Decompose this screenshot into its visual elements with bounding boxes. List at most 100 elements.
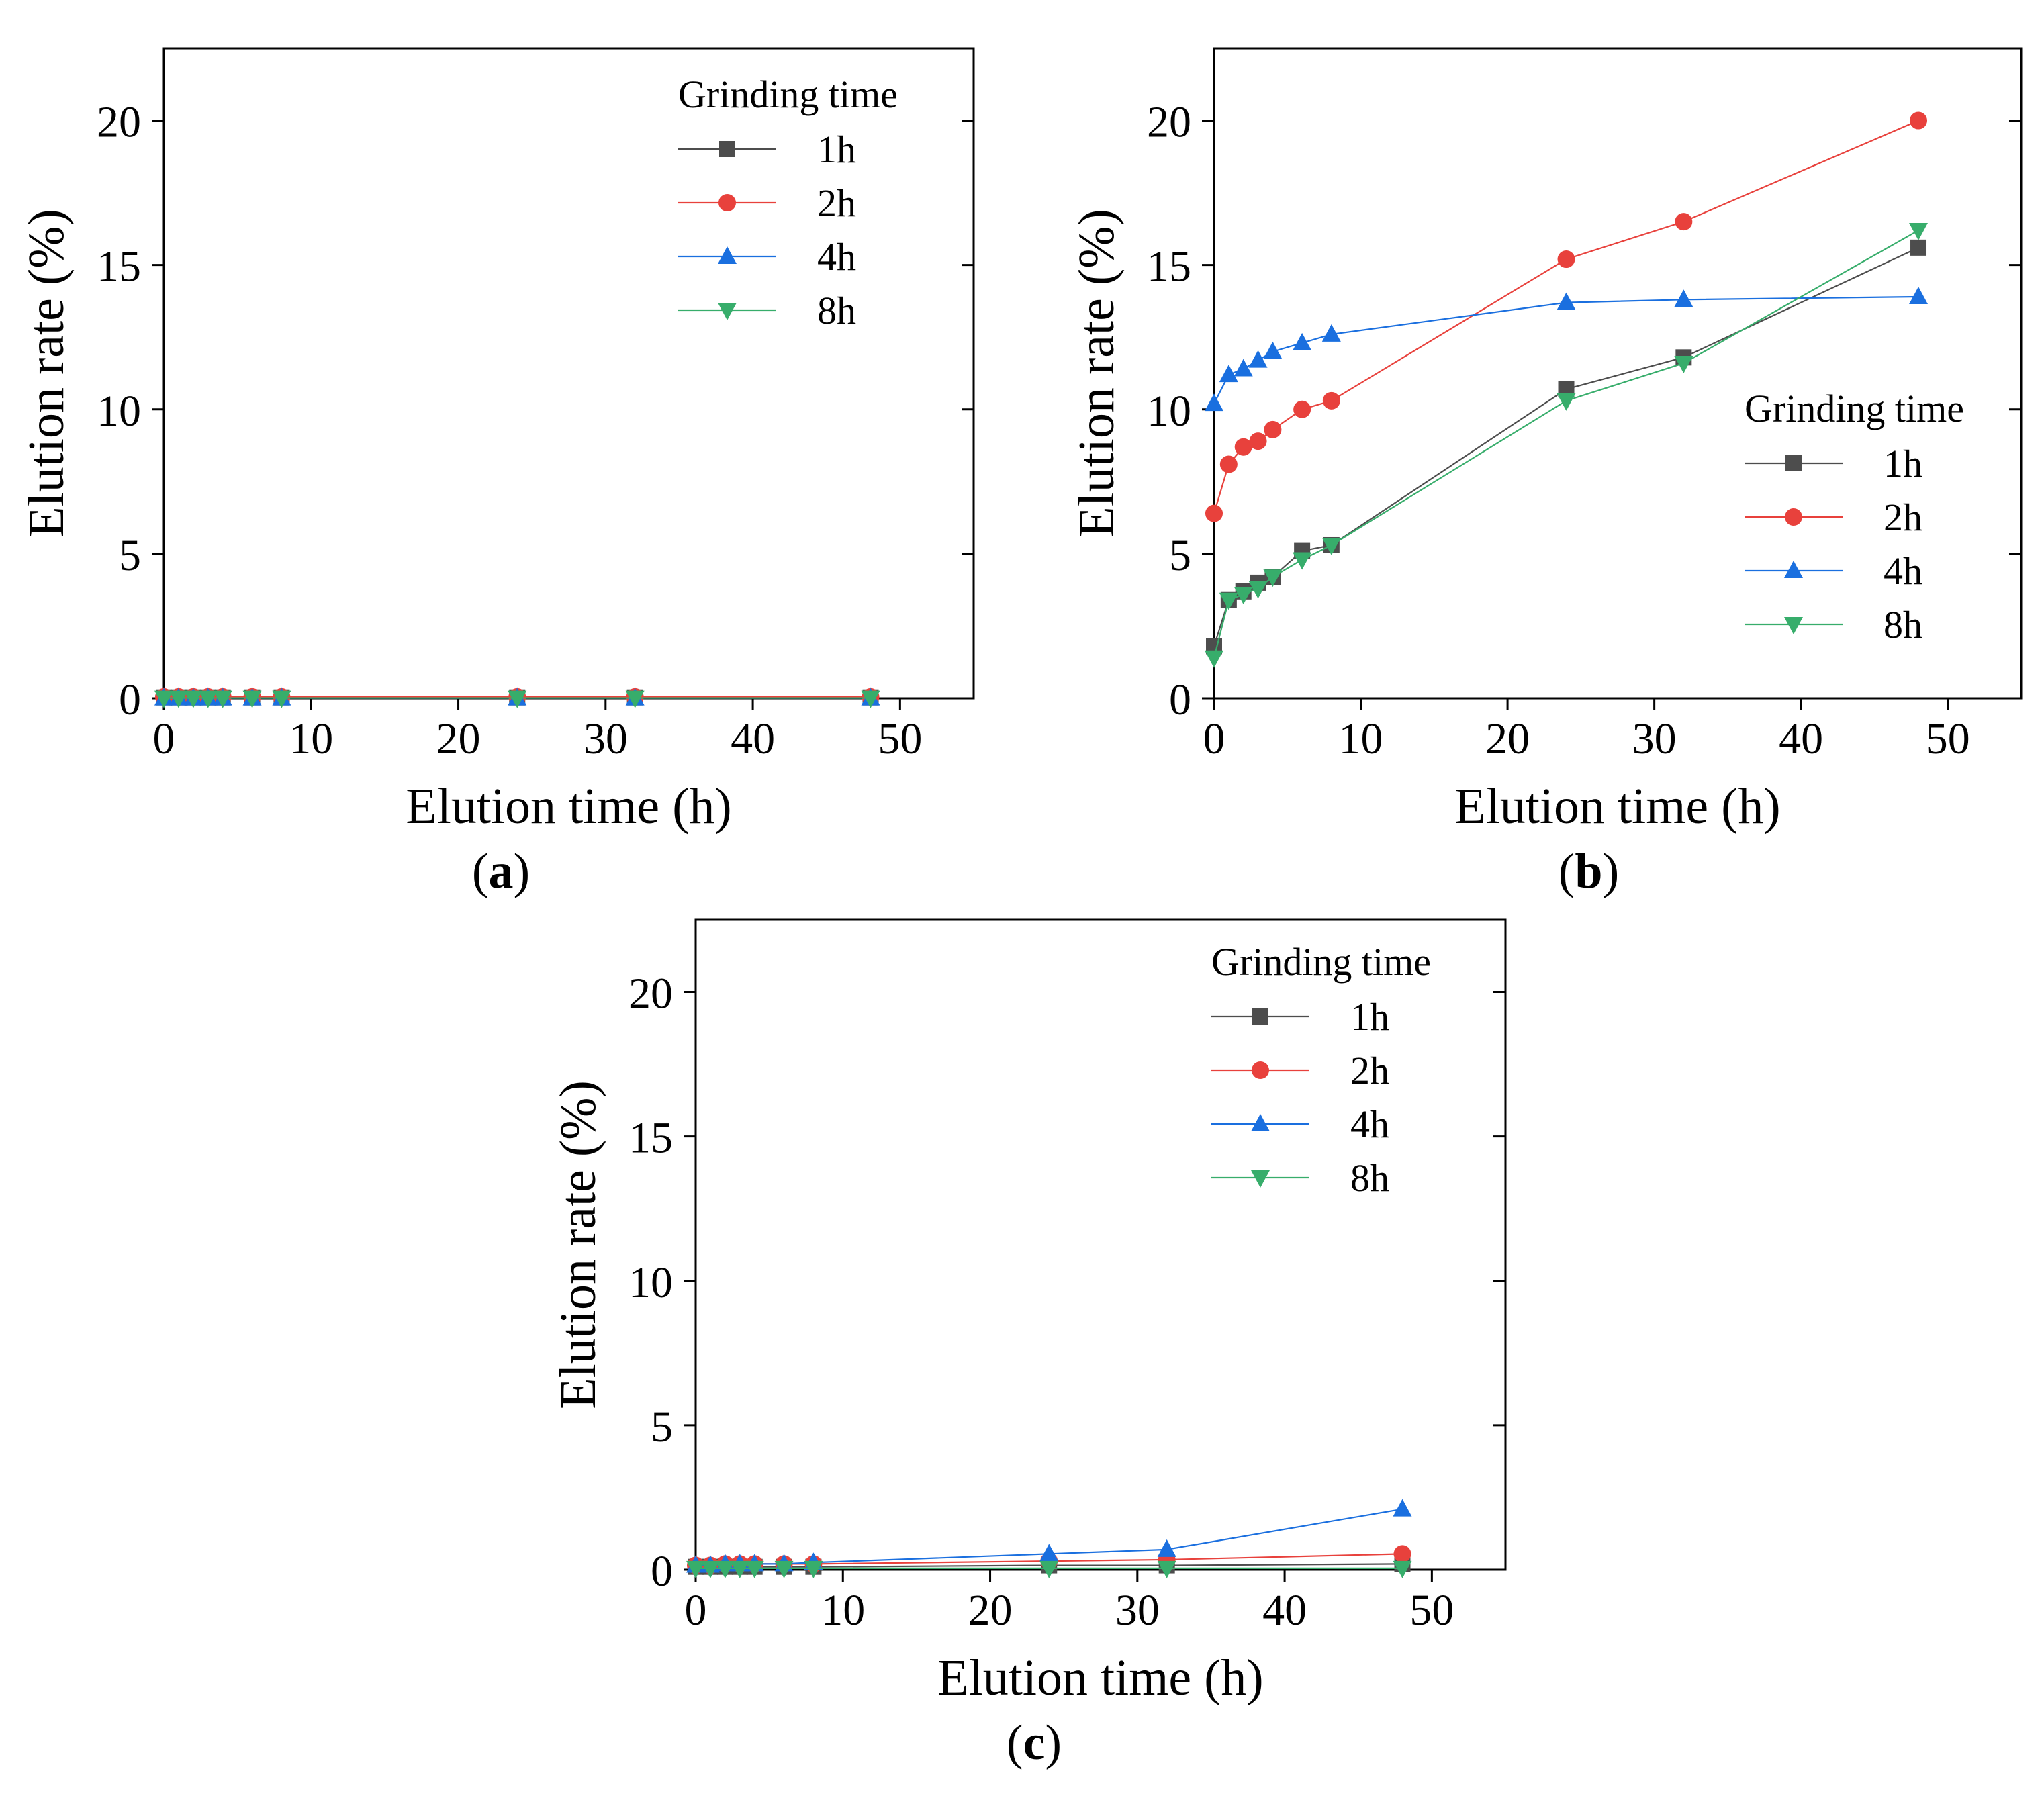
legend-marker-2h	[1252, 1061, 1269, 1079]
data-point-4h	[1674, 289, 1693, 307]
legend-label-1h: 1h	[817, 128, 856, 171]
y-axis-label: Elution rate (%)	[1068, 209, 1125, 538]
legend-marker-8h	[1784, 617, 1803, 634]
data-point-4h	[1039, 1544, 1059, 1562]
data-point-4h	[1293, 332, 1312, 350]
chart-panel-c: 0 10 20 30 40 50 0 5 10 15 20 Elution time (h) Eluti…	[550, 918, 1507, 1770]
x-tick-label: 50	[878, 714, 922, 763]
data-point-8h	[272, 690, 291, 708]
plot-frame	[694, 918, 1507, 1571]
data-point-8h	[804, 1560, 823, 1578]
data-point-8h	[508, 690, 527, 708]
data-point-8h	[1039, 1560, 1059, 1578]
legend-marker-1h	[1785, 455, 1802, 471]
legend-marker-4h	[1251, 1114, 1270, 1131]
data-point-8h	[198, 690, 218, 708]
data-point-8h	[774, 1560, 794, 1578]
data-point-8h	[1293, 552, 1312, 570]
data-point-8h	[1909, 223, 1929, 241]
data-point-2h	[1249, 432, 1267, 450]
x-tick-label: 50	[1409, 1586, 1454, 1635]
series-line-2h	[1213, 120, 1919, 514]
legend: Grinding time 1h 2h 4h 8h	[678, 73, 898, 332]
y-tick-label: 10	[629, 1258, 673, 1307]
legend: Grinding time 1h 2h 4h 8h	[1745, 387, 1964, 647]
data-point-8h	[213, 690, 232, 708]
data-point-8h	[1557, 393, 1576, 411]
x-tick-label: 10	[1339, 714, 1383, 763]
y-tick-label: 5	[119, 531, 141, 580]
x-tick-label: 20	[436, 714, 481, 763]
data-point-8h	[1393, 1560, 1412, 1578]
legend-marker-1h	[1252, 1008, 1268, 1025]
legend-marker-4h	[718, 246, 737, 264]
data-point-2h	[1557, 250, 1575, 269]
legend-title: Grinding time	[678, 73, 898, 116]
x-tick-label: 0	[153, 714, 175, 763]
y-tick-label: 10	[1147, 387, 1191, 436]
y-axis-label: Elution rate (%)	[18, 209, 75, 538]
data-point-8h	[1157, 1560, 1176, 1578]
x-tick-label: 40	[1262, 1586, 1307, 1635]
legend-label-8h: 8h	[817, 289, 856, 332]
x-tick-label: 30	[584, 714, 628, 763]
data-point-8h	[861, 690, 880, 708]
legend-marker-8h	[1251, 1170, 1270, 1188]
chart-panel-b: 0 10 20 30 40 50 0 5 10 15 20 Elution time (h) Eluti…	[1068, 47, 2023, 899]
x-tick-label: 30	[1632, 714, 1677, 763]
data-point-4h	[1248, 350, 1268, 368]
y-tick-label: 15	[629, 1114, 673, 1163]
legend-label-4h: 4h	[1350, 1102, 1389, 1146]
panel-label: (b)	[1559, 844, 1619, 899]
data-point-8h	[242, 690, 262, 708]
series-line-8h	[1213, 230, 1919, 659]
legend-label-1h: 1h	[1350, 995, 1389, 1039]
y-tick-label: 15	[97, 242, 141, 291]
legend-label-2h: 2h	[817, 181, 856, 225]
legend-label-1h: 1h	[1884, 442, 1922, 485]
plot-frame	[1213, 47, 2023, 700]
data-point-4h	[1157, 1539, 1176, 1557]
data-point-8h	[1263, 569, 1283, 587]
data-point-4h	[1219, 365, 1238, 383]
data-point-8h	[1321, 537, 1341, 555]
data-point-4h	[1909, 286, 1929, 304]
x-tick-label: 20	[968, 1586, 1013, 1635]
data-point-2h	[1910, 111, 1928, 130]
legend-marker-8h	[718, 303, 737, 320]
legend-label-4h: 4h	[817, 235, 856, 279]
data-point-2h	[1322, 391, 1340, 410]
x-tick-label: 20	[1485, 714, 1530, 763]
data-point-8h	[730, 1560, 749, 1578]
data-point-8h	[625, 690, 645, 708]
data-point-8h	[1674, 355, 1693, 373]
data-point-4h	[1263, 341, 1283, 359]
data-point-2h	[1219, 455, 1238, 473]
data-point-8h	[745, 1560, 764, 1578]
data-point-8h	[169, 690, 188, 708]
x-tick-label: 40	[731, 714, 775, 763]
data-point-8h	[1219, 592, 1238, 610]
data-point-8h	[1205, 650, 1223, 668]
legend-label-2h: 2h	[1350, 1049, 1389, 1092]
legend-title: Grinding time	[1745, 387, 1964, 430]
legend-label-8h: 8h	[1884, 603, 1922, 647]
y-tick-label: 5	[1169, 531, 1191, 580]
data-point-1h	[1910, 239, 1927, 256]
y-tick-label: 15	[1147, 242, 1191, 291]
y-tick-label: 20	[629, 969, 673, 1018]
x-tick-label: 10	[821, 1586, 865, 1635]
y-tick-label: 0	[651, 1547, 673, 1596]
y-tick-label: 0	[119, 675, 141, 724]
x-tick-label: 40	[1779, 714, 1823, 763]
data-point-4h	[1557, 292, 1576, 310]
legend-marker-2h	[1785, 508, 1802, 526]
y-tick-label: 20	[97, 98, 141, 147]
data-point-2h	[1264, 420, 1282, 438]
x-tick-label: 30	[1115, 1586, 1160, 1635]
data-point-8h	[183, 690, 203, 708]
data-point-8h	[686, 1560, 705, 1578]
legend-marker-4h	[1784, 561, 1803, 578]
series-line-4h	[1213, 295, 1919, 404]
